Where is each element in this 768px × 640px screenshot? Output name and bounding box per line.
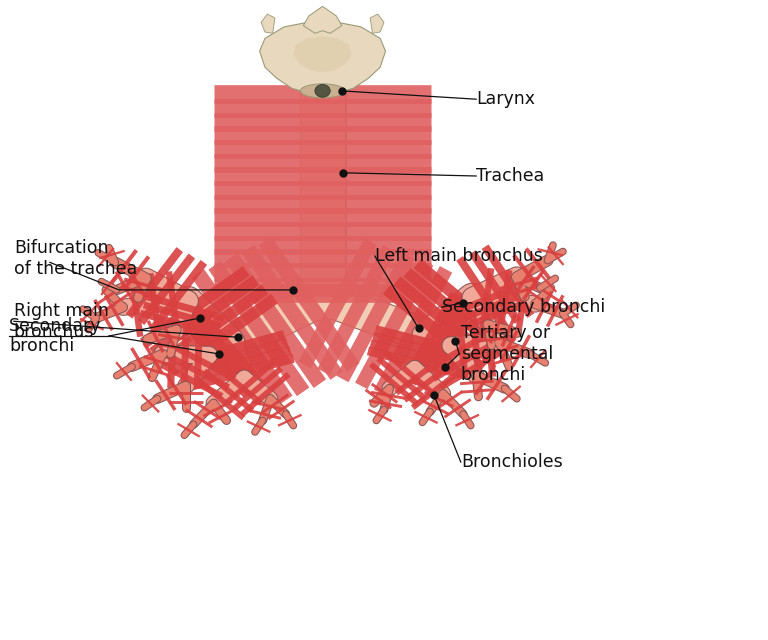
- Polygon shape: [260, 21, 386, 95]
- Text: Bifurcation
of the trachea: Bifurcation of the trachea: [14, 239, 137, 278]
- Text: Right main
bronchus: Right main bronchus: [14, 302, 109, 340]
- Text: Bronchioles: Bronchioles: [461, 453, 562, 471]
- Polygon shape: [370, 14, 384, 33]
- Text: Tertiary or
segmental
bronchi: Tertiary or segmental bronchi: [461, 324, 553, 384]
- Text: Secondary
bronchi: Secondary bronchi: [9, 317, 101, 355]
- Ellipse shape: [300, 84, 345, 98]
- Polygon shape: [303, 6, 342, 33]
- Polygon shape: [261, 14, 275, 33]
- Text: Larynx: Larynx: [476, 90, 535, 108]
- Circle shape: [315, 84, 330, 97]
- Text: Left main bronchus: Left main bronchus: [375, 247, 543, 265]
- Polygon shape: [293, 36, 352, 72]
- Text: Trachea: Trachea: [476, 167, 545, 185]
- Text: Secondary bronchi: Secondary bronchi: [442, 298, 605, 316]
